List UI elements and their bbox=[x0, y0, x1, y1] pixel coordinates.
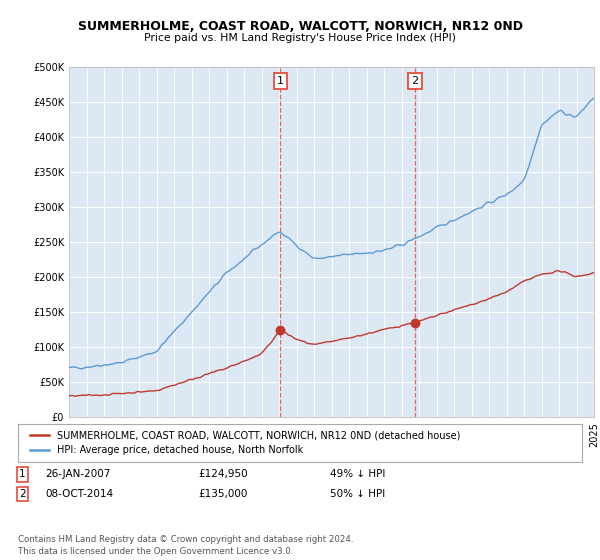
Text: 2: 2 bbox=[19, 489, 26, 499]
Legend: SUMMERHOLME, COAST ROAD, WALCOTT, NORWICH, NR12 0ND (detached house), HPI: Avera: SUMMERHOLME, COAST ROAD, WALCOTT, NORWIC… bbox=[26, 427, 464, 459]
Text: 2: 2 bbox=[412, 76, 419, 86]
Text: Price paid vs. HM Land Registry's House Price Index (HPI): Price paid vs. HM Land Registry's House … bbox=[144, 33, 456, 43]
Text: 1: 1 bbox=[277, 76, 284, 86]
Text: £135,000: £135,000 bbox=[198, 489, 247, 499]
Text: 50% ↓ HPI: 50% ↓ HPI bbox=[330, 489, 385, 499]
Text: 49% ↓ HPI: 49% ↓ HPI bbox=[330, 469, 385, 479]
Text: 26-JAN-2007: 26-JAN-2007 bbox=[45, 469, 110, 479]
Text: 1: 1 bbox=[19, 469, 26, 479]
Text: Contains HM Land Registry data © Crown copyright and database right 2024.
This d: Contains HM Land Registry data © Crown c… bbox=[18, 535, 353, 556]
Text: SUMMERHOLME, COAST ROAD, WALCOTT, NORWICH, NR12 0ND: SUMMERHOLME, COAST ROAD, WALCOTT, NORWIC… bbox=[77, 20, 523, 34]
Text: £124,950: £124,950 bbox=[198, 469, 248, 479]
Text: 08-OCT-2014: 08-OCT-2014 bbox=[45, 489, 113, 499]
